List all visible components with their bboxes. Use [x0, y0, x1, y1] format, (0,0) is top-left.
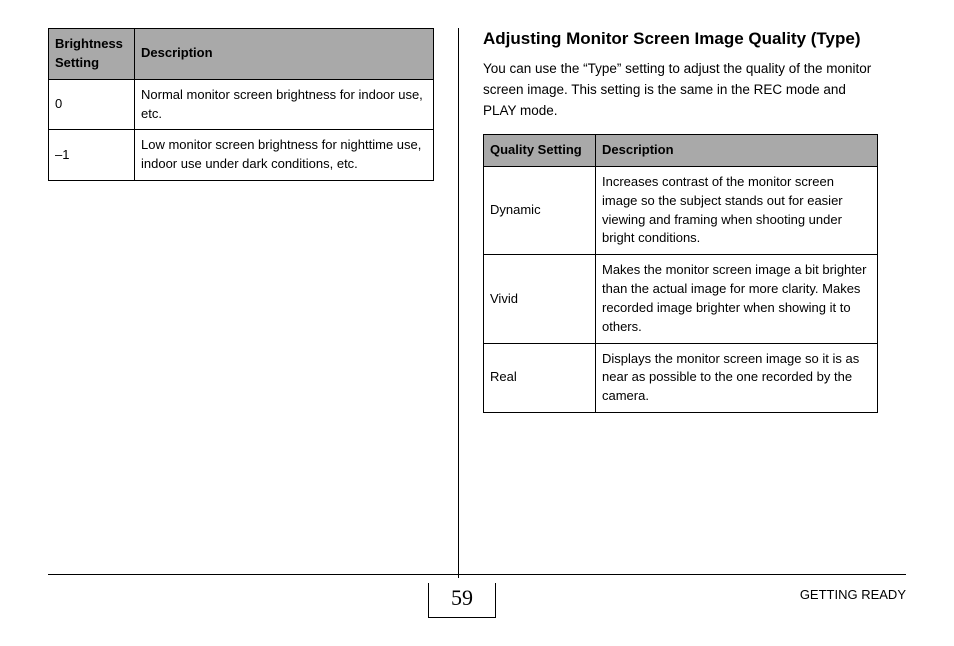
table-header-row: Brightness Setting Description: [49, 29, 434, 80]
table-row: Dynamic Increases contrast of the monito…: [484, 166, 878, 254]
column-right: Adjusting Monitor Screen Image Quality (…: [458, 28, 878, 578]
table-row: –1 Low monitor screen brightness for nig…: [49, 130, 434, 181]
footer-section-label: GETTING READY: [800, 587, 906, 602]
two-column-layout: Brightness Setting Description 0 Normal …: [48, 28, 906, 578]
quality-table: Quality Setting Description Dynamic Incr…: [483, 134, 878, 413]
footer-rule: [48, 574, 906, 575]
brightness-value: 0: [49, 79, 135, 130]
table-row: Real Displays the monitor screen image s…: [484, 343, 878, 413]
quality-description: Increases contrast of the monitor screen…: [596, 166, 878, 254]
brightness-description: Low monitor screen brightness for nightt…: [135, 130, 434, 181]
page-number: 59: [428, 583, 496, 618]
manual-page: Brightness Setting Description 0 Normal …: [0, 0, 954, 646]
brightness-description: Normal monitor screen brightness for ind…: [135, 79, 434, 130]
section-paragraph: You can use the “Type” setting to adjust…: [483, 59, 878, 122]
quality-description: Displays the monitor screen image so it …: [596, 343, 878, 413]
table-header-row: Quality Setting Description: [484, 135, 878, 167]
quality-col-header: Quality Setting: [484, 135, 596, 167]
brightness-col-header: Brightness Setting: [49, 29, 135, 80]
quality-value: Dynamic: [484, 166, 596, 254]
footer-row: 59 GETTING READY: [48, 583, 906, 618]
column-left: Brightness Setting Description 0 Normal …: [48, 28, 458, 578]
table-row: 0 Normal monitor screen brightness for i…: [49, 79, 434, 130]
brightness-value: –1: [49, 130, 135, 181]
description-col-header: Description: [135, 29, 434, 80]
table-row: Vivid Makes the monitor screen image a b…: [484, 255, 878, 343]
quality-value: Vivid: [484, 255, 596, 343]
page-footer: 59 GETTING READY: [48, 574, 906, 618]
brightness-table: Brightness Setting Description 0 Normal …: [48, 28, 434, 181]
section-heading: Adjusting Monitor Screen Image Quality (…: [483, 28, 878, 49]
description-col-header: Description: [596, 135, 878, 167]
quality-value: Real: [484, 343, 596, 413]
quality-description: Makes the monitor screen image a bit bri…: [596, 255, 878, 343]
